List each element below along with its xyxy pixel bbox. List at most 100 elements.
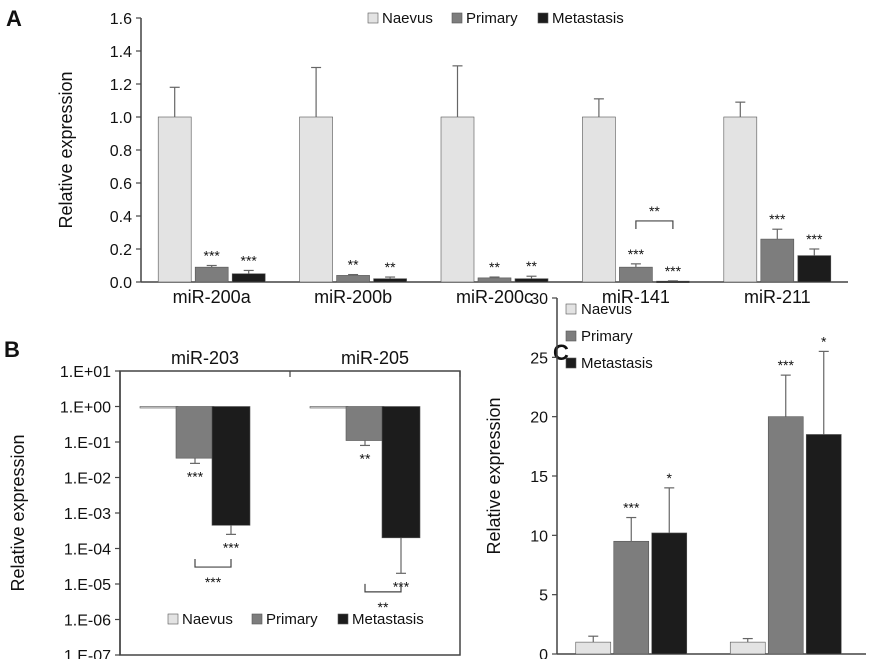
panel-a-y-tick-label: 1.2: [110, 77, 132, 94]
panel-b-legend-label: Metastasis: [352, 611, 424, 628]
panel-a-category-label: miR-200c: [456, 287, 533, 307]
panel-a-bar-naevus: [723, 116, 758, 283]
panel-b-category-label: miR-203: [171, 348, 239, 368]
panel-b-comparison-bracket: [194, 559, 232, 568]
panel-c-legend-label: Primary: [581, 328, 633, 345]
panel-b-legend-swatch-primary: [251, 613, 263, 625]
panel-c-legend-swatch-naevus: [565, 303, 577, 315]
panel-c-bar-primary: [767, 416, 804, 655]
panel-a-bar-primary: [336, 275, 370, 283]
panel-a-bar-naevus: [299, 116, 333, 283]
panel-a-bar-metastasis: [373, 278, 407, 283]
panel-a-bar-metastasis: [514, 278, 549, 283]
panel-a-y-axis-label: Relative expression: [56, 71, 76, 228]
panel-b-bar-naevus: [309, 406, 349, 409]
panel-b-y-tick-label: 1.E-05: [64, 577, 111, 594]
panel-b-bar-metastasis: [381, 406, 421, 539]
panel-b-legend-swatch-metastasis: [337, 613, 349, 625]
panel-a-category-label: miR-200b: [314, 287, 392, 307]
panel-c-bar-primary: [613, 540, 650, 655]
panel-c-bar-metastasis: [651, 532, 688, 655]
panel-c-significance-label: ***: [778, 357, 795, 373]
panel-c-significance-label: *: [821, 333, 827, 349]
panel-a-significance-label: ***: [769, 211, 786, 227]
panel-b-significance-label: ***: [223, 539, 240, 555]
panel-b-y-axis-label: Relative expression: [8, 434, 28, 591]
panel-a-significance-label: ***: [665, 263, 682, 279]
panel-a-y-tick-label: 1.0: [110, 110, 132, 127]
panel-a-y-tick-label: 0.8: [110, 143, 132, 160]
panel-b-y-tick-label: 1.E-02: [64, 471, 111, 488]
panel-c-y-tick-label: 25: [530, 350, 548, 367]
panel-c-bar-naevus: [575, 641, 612, 655]
panel-b-bar-primary: [345, 406, 385, 441]
panel-a-bar-naevus: [582, 116, 616, 283]
panel-c-legend-swatch-metastasis: [565, 357, 577, 369]
panel-c-y-tick-label: 0: [539, 647, 548, 659]
panel-c-significance-label: ***: [623, 500, 640, 516]
panel-c-y-tick-label: 5: [539, 588, 548, 605]
panel-c-bar-metastasis: [805, 434, 842, 655]
panel-a-significance-label: **: [348, 257, 359, 273]
panel-b-bar-naevus: [139, 406, 179, 409]
panel-b-bar-primary: [175, 406, 215, 459]
panel-a-comparison-bracket: [635, 220, 674, 229]
panel-a-bar-metastasis: [231, 273, 266, 283]
panel-b-letter: B: [4, 337, 20, 362]
panel-a-y-tick-label: 0.6: [110, 176, 132, 193]
panel-a-letter: A: [6, 6, 22, 31]
panel-b-significance-label: ***: [187, 468, 204, 484]
panel-a-category-label: miR-141: [602, 287, 670, 307]
panel-b-y-tick-label: 1.E-04: [64, 542, 111, 559]
panel-c-legend-label: Metastasis: [581, 355, 653, 372]
panel-c-significance-label: *: [667, 470, 673, 486]
panel-a-y-tick-label: 0.0: [110, 275, 132, 292]
panel-b-bracket-label: **: [378, 599, 389, 615]
panel-a-legend-swatch-metastasis: [537, 12, 549, 24]
panel-b-chart: B 1.E+01 1.E+00 1.E-01 1.E-02 1.E-03 1.E-04 1.E…: [4, 337, 461, 659]
panel-a-significance-label: **: [385, 259, 396, 275]
panel-b-bracket-label: ***: [205, 574, 222, 590]
panel-b-category-label: miR-205: [341, 348, 409, 368]
panel-b-legend-label: Primary: [266, 611, 318, 628]
panel-c-y-tick-label: 20: [530, 410, 548, 427]
panel-b-legend-swatch-naevus: [167, 613, 179, 625]
panel-a-significance-label: **: [489, 259, 500, 275]
panel-a-y-tick-label: 1.6: [110, 11, 132, 28]
panel-a-legend-label: Naevus: [382, 10, 433, 27]
panel-a-bar-naevus: [440, 116, 475, 283]
panel-c-y-tick-label: 15: [530, 469, 548, 486]
panel-a-legend-label: Primary: [466, 10, 518, 27]
panel-c-legend-swatch-primary: [565, 330, 577, 342]
panel-b-bar-metastasis: [211, 406, 251, 526]
panel-b-significance-label: **: [360, 450, 371, 466]
panel-b-legend-label: Naevus: [182, 611, 233, 628]
panel-b-y-tick-label: 1.E-01: [64, 435, 111, 452]
panel-a-bar-primary: [619, 266, 653, 283]
panel-a-legend-swatch-primary: [451, 12, 463, 24]
panel-c-bar-naevus: [729, 641, 766, 655]
panel-b-y-tick-label: 1.E+01: [60, 364, 111, 381]
panel-a-bracket-label: **: [649, 203, 660, 219]
panel-a-bar-primary: [760, 238, 795, 283]
panel-b-y-tick-label: 1.E+00: [60, 400, 111, 417]
panel-a-significance-label: ***: [806, 231, 823, 247]
panel-b-comparison-bracket: [364, 583, 402, 593]
panel-a-category-label: miR-200a: [173, 287, 252, 307]
panel-a-chart: A 0.0 0.2 0.4 0.6 0.8 1.0 1.2 1.4 1.6 Relative exp…: [6, 6, 848, 307]
panel-a-bar-primary: [477, 277, 512, 283]
panel-a-significance-label: ***: [204, 248, 221, 264]
panel-b-y-tick-label: 1.E-07: [64, 648, 111, 659]
panel-a-legend-label: Metastasis: [552, 10, 624, 27]
panel-c-y-tick-label: 10: [530, 528, 548, 545]
panel-a-bar-primary: [194, 266, 229, 283]
panel-a-bar-metastasis: [797, 255, 832, 283]
panel-a-y-tick-label: 0.2: [110, 242, 132, 259]
panel-a-category-label: miR-211: [744, 287, 811, 307]
panel-a-y-tick-label: 0.4: [110, 209, 132, 226]
panel-a-bar-naevus: [157, 116, 192, 283]
panel-a-significance-label: **: [526, 258, 537, 274]
panel-a-significance-label: ***: [241, 252, 258, 268]
